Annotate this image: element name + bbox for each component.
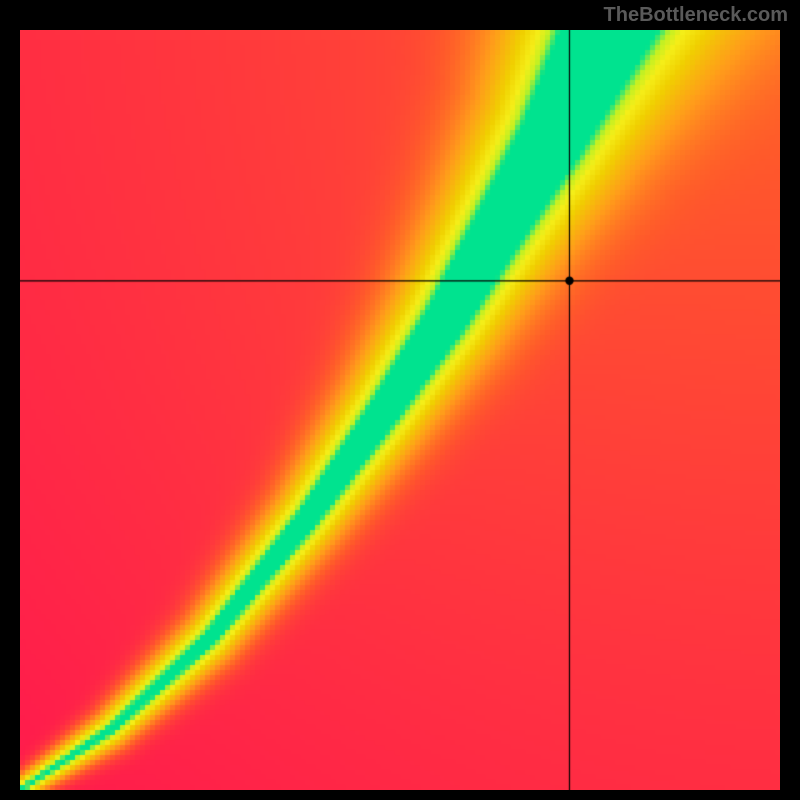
plot-area (20, 30, 780, 790)
heatmap-canvas (20, 30, 780, 790)
watermark-text: TheBottleneck.com (604, 4, 788, 27)
chart-container: TheBottleneck.com (0, 0, 800, 800)
